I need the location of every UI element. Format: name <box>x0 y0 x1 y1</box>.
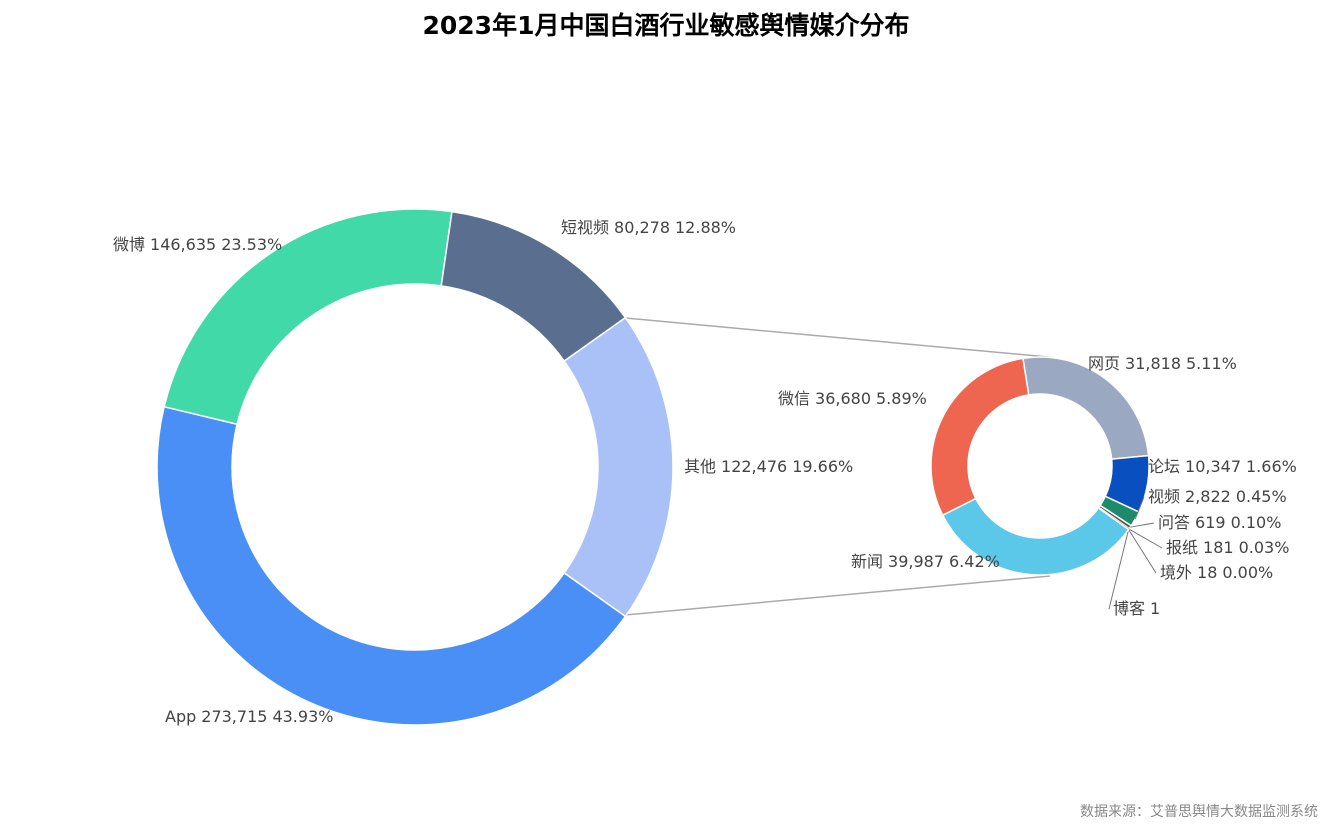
value-label: 122,476 <box>721 457 787 476</box>
category-label: 微信 <box>778 389 810 408</box>
value-label: 80,278 <box>614 218 670 237</box>
connector-line <box>624 317 1049 358</box>
data-label: 博客 1 <box>1113 599 1160 618</box>
leader-line <box>1134 496 1145 520</box>
category-label: 问答 <box>1158 513 1190 532</box>
percent-label: 5.11% <box>1186 354 1237 373</box>
donut-segment <box>941 497 1130 576</box>
category-label: 境外 <box>1160 563 1192 582</box>
value-label: 10,347 <box>1185 457 1241 476</box>
data-label: App 273,715 43.93% <box>165 707 333 726</box>
percent-label: 19.66% <box>792 457 853 476</box>
category-label: 其他 <box>684 457 716 476</box>
value-label: 181 <box>1203 538 1234 557</box>
percent-label: 23.53% <box>221 235 282 254</box>
data-label: 问答 619 0.10% <box>1158 513 1281 532</box>
donut-segment <box>156 405 627 726</box>
category-label: 论坛 <box>1148 457 1180 476</box>
value-label: 146,635 <box>150 235 216 254</box>
percent-label: 12.88% <box>675 218 736 237</box>
value-label: 39,987 <box>888 552 944 571</box>
percent-label: 0.10% <box>1231 513 1282 532</box>
percent-label: 1.66% <box>1246 457 1297 476</box>
data-label: 微博 146,635 23.53% <box>113 235 282 254</box>
leader-line <box>1128 528 1163 549</box>
value-label: 31,818 <box>1125 354 1181 373</box>
data-label: 新闻 39,987 6.42% <box>851 552 1000 571</box>
leader-line <box>1130 522 1155 528</box>
data-label: 微信 36,680 5.89% <box>778 389 927 408</box>
percent-label: 43.93% <box>272 707 333 726</box>
data-label: 境外 18 0.00% <box>1160 563 1273 582</box>
donut-segment <box>930 357 1030 517</box>
leader-line <box>1128 529 1157 574</box>
category-label: 视频 <box>1148 487 1180 506</box>
value-label: 619 <box>1195 513 1226 532</box>
leader-line <box>1108 529 1130 610</box>
percent-label: 0.03% <box>1239 538 1290 557</box>
value-label: 273,715 <box>201 707 267 726</box>
chart-title: 2023年1月中国白酒行业敏感舆情媒介分布 <box>423 11 910 40</box>
value-label: 2,822 <box>1185 487 1231 506</box>
category-label: App <box>165 707 196 726</box>
data-label: 其他 122,476 19.66% <box>684 457 853 476</box>
percent-label: 5.89% <box>876 389 927 408</box>
category-label: 报纸 <box>1166 538 1198 557</box>
category-label: 博客 <box>1113 599 1145 618</box>
category-label: 新闻 <box>851 552 883 571</box>
percent-label: 0.00% <box>1222 563 1273 582</box>
percent-label: 6.42% <box>949 552 1000 571</box>
value-label: 1 <box>1150 599 1160 618</box>
data-label: 网页 31,818 5.11% <box>1088 354 1237 373</box>
donut-segment <box>440 210 627 363</box>
category-label: 短视频 <box>561 218 609 237</box>
data-label: 论坛 10,347 1.66% <box>1148 457 1297 476</box>
value-label: 36,680 <box>815 389 871 408</box>
source-note: 数据来源：艾普思舆情大数据监测系统 <box>1080 804 1318 820</box>
data-label: 报纸 181 0.03% <box>1166 538 1289 557</box>
percent-label: 0.45% <box>1236 487 1287 506</box>
data-label: 短视频 80,278 12.88% <box>561 218 736 237</box>
connector-line <box>624 575 1051 616</box>
donut-segment <box>563 316 674 618</box>
value-label: 18 <box>1197 563 1217 582</box>
category-label: 网页 <box>1088 354 1120 373</box>
category-label: 微博 <box>113 235 145 254</box>
data-label: 视频 2,822 0.45% <box>1148 487 1287 506</box>
